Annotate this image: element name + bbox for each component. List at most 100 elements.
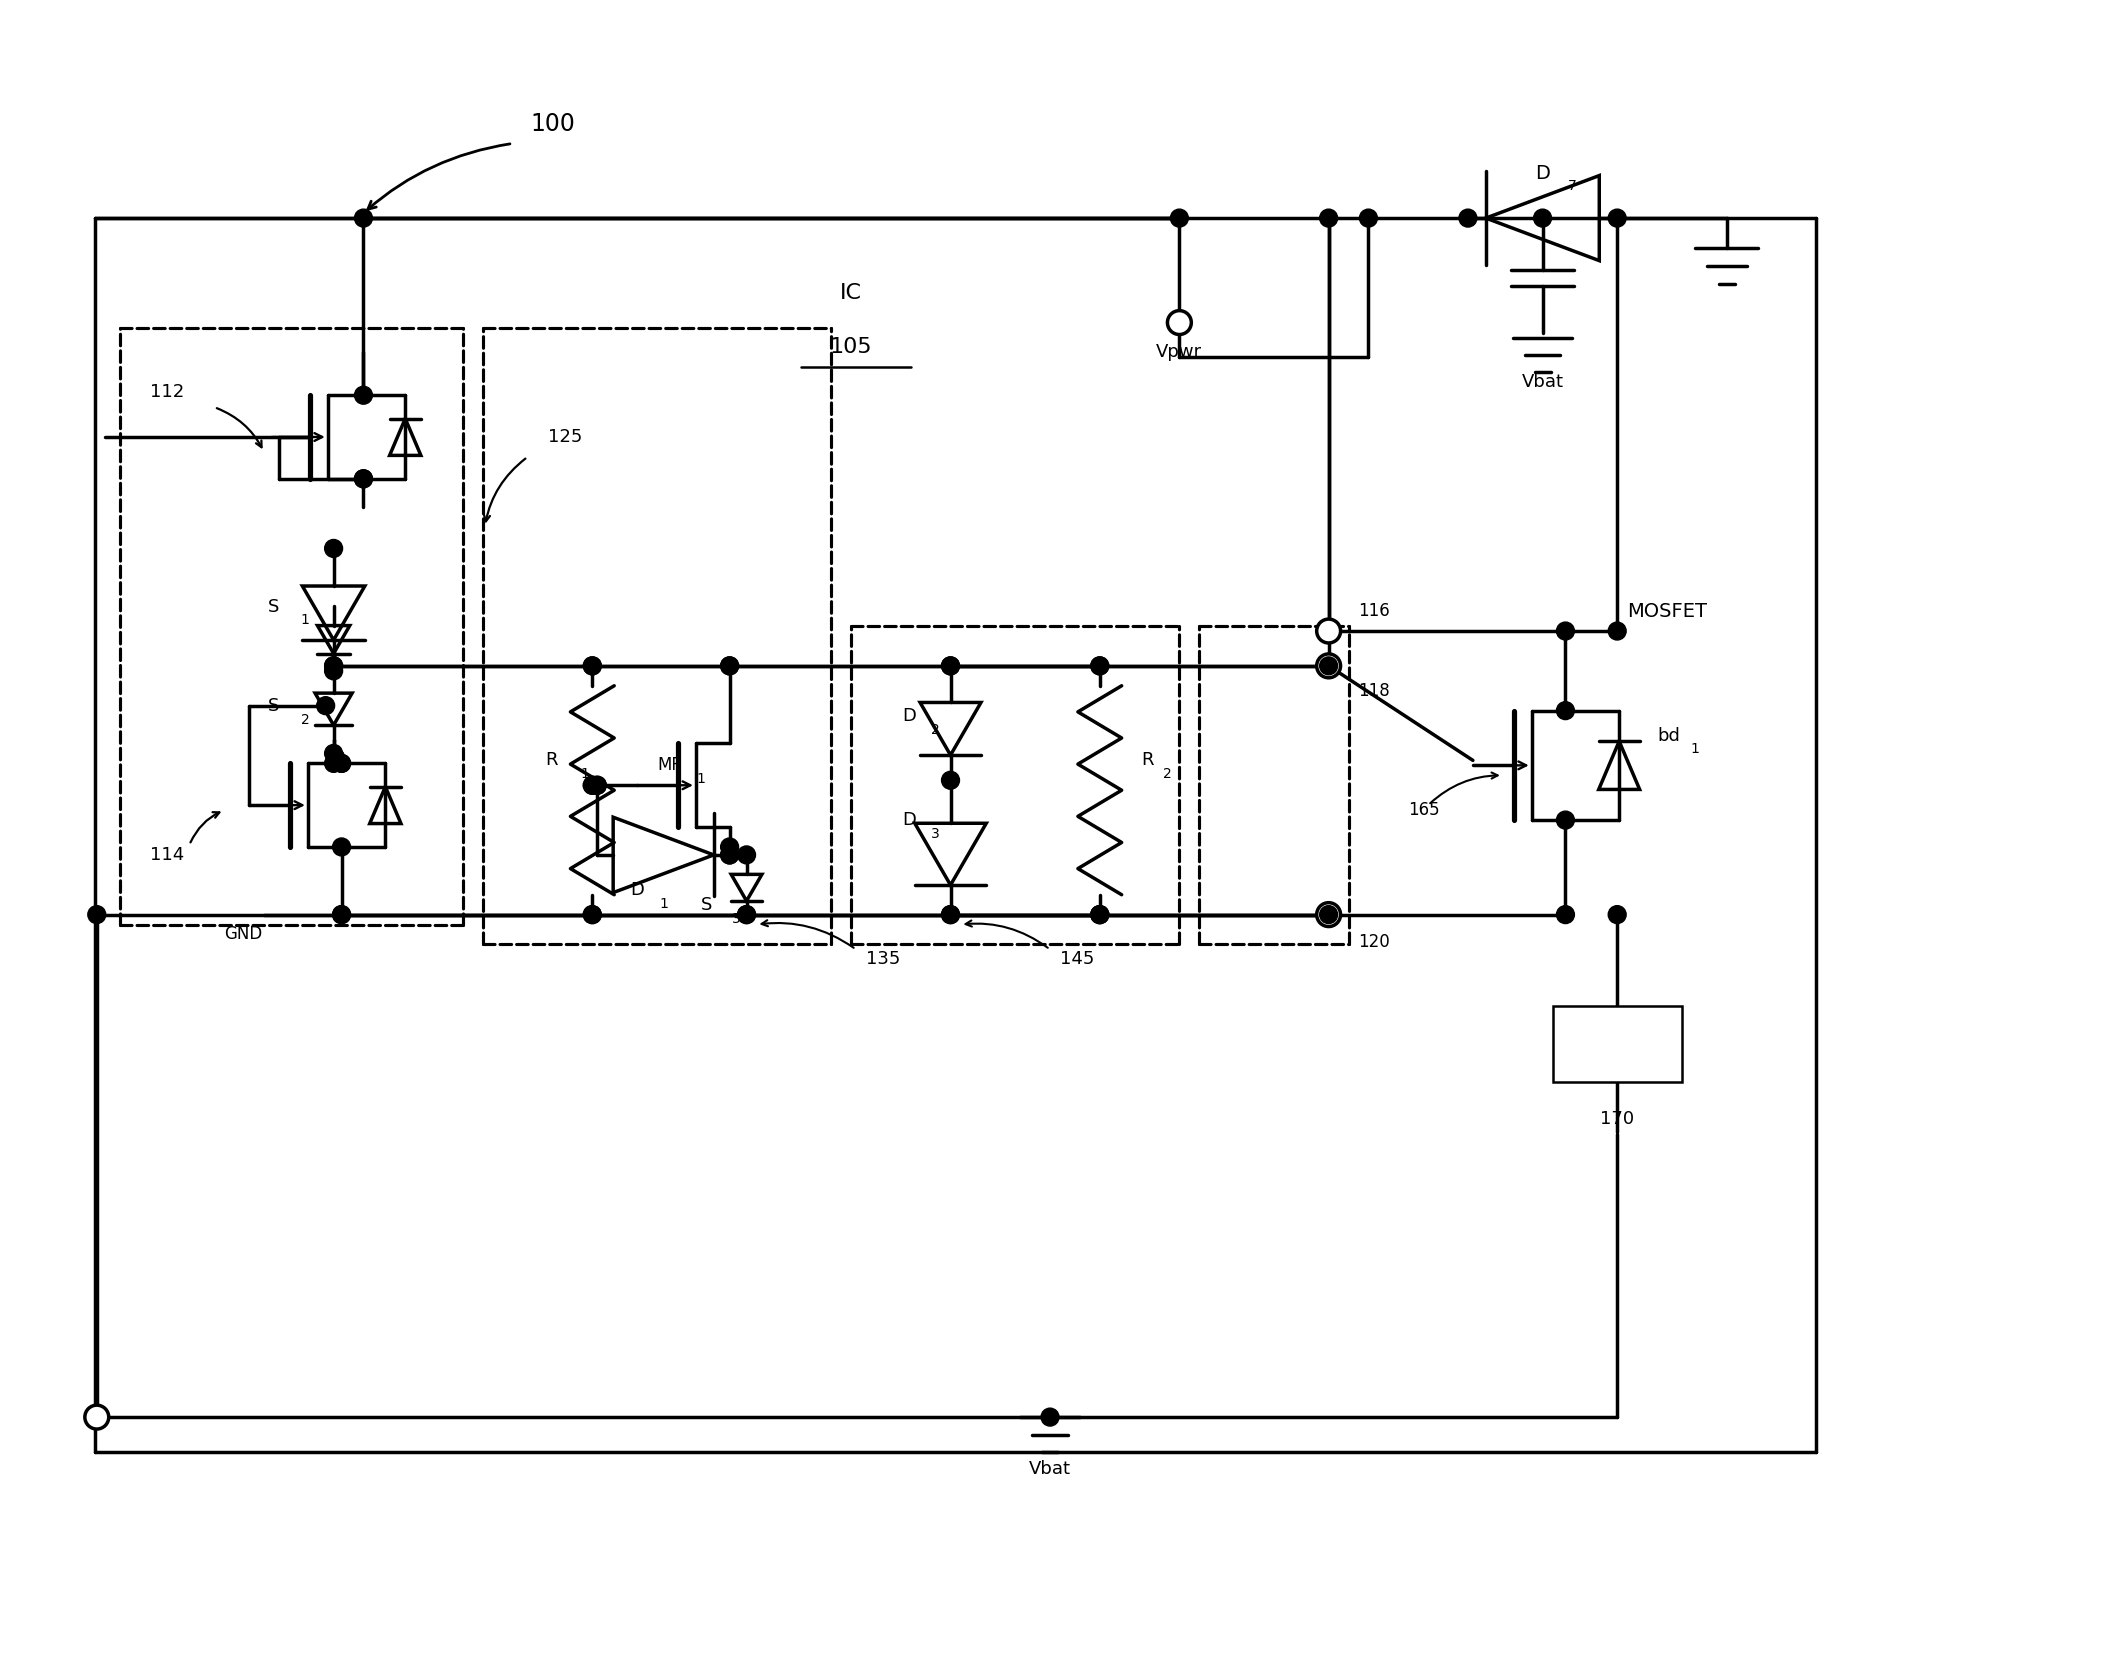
Circle shape (941, 657, 960, 675)
Text: bd: bd (1658, 727, 1681, 744)
Circle shape (941, 657, 960, 675)
Circle shape (354, 209, 373, 228)
Circle shape (1320, 209, 1337, 228)
Text: 116: 116 (1358, 601, 1390, 620)
Text: Vpwr: Vpwr (1156, 343, 1202, 362)
Circle shape (1170, 209, 1187, 228)
FancyBboxPatch shape (1552, 1007, 1681, 1082)
Circle shape (1320, 657, 1337, 675)
Circle shape (721, 846, 738, 864)
Circle shape (1360, 209, 1377, 228)
Circle shape (325, 657, 342, 675)
Circle shape (1609, 209, 1626, 228)
Circle shape (325, 662, 342, 680)
Circle shape (316, 697, 335, 715)
Circle shape (584, 776, 601, 794)
Text: GND: GND (224, 925, 262, 943)
Circle shape (354, 387, 373, 404)
Circle shape (325, 657, 342, 675)
Text: LOAD: LOAD (1590, 1035, 1643, 1054)
Circle shape (941, 906, 960, 923)
Circle shape (354, 471, 373, 487)
Text: 120: 120 (1358, 933, 1390, 951)
Text: Vbat: Vbat (1521, 374, 1563, 392)
Circle shape (333, 754, 350, 772)
Text: 1: 1 (696, 772, 707, 786)
Text: 2: 2 (1164, 767, 1173, 781)
Circle shape (584, 657, 601, 675)
Circle shape (325, 754, 342, 772)
Text: 112: 112 (150, 384, 183, 402)
Text: 3: 3 (930, 827, 939, 841)
Circle shape (584, 657, 601, 675)
Circle shape (354, 471, 373, 487)
Circle shape (1609, 621, 1626, 640)
Circle shape (1556, 702, 1575, 720)
Circle shape (1556, 906, 1575, 923)
Text: 1: 1 (658, 896, 669, 911)
Circle shape (721, 838, 738, 856)
Circle shape (1090, 906, 1109, 923)
Circle shape (721, 657, 738, 675)
Text: D: D (903, 707, 915, 725)
Text: 125: 125 (548, 429, 582, 446)
Circle shape (333, 754, 350, 772)
Circle shape (1090, 906, 1109, 923)
Circle shape (333, 906, 350, 923)
Text: D: D (631, 881, 643, 899)
Text: 114: 114 (150, 846, 183, 864)
Circle shape (584, 776, 601, 794)
Text: 170: 170 (1601, 1109, 1634, 1127)
Text: MP: MP (658, 757, 681, 774)
Circle shape (89, 906, 105, 923)
Circle shape (721, 846, 738, 864)
Text: 1: 1 (1691, 742, 1700, 757)
Circle shape (1533, 209, 1552, 228)
Text: 1: 1 (302, 613, 310, 626)
Circle shape (333, 906, 350, 923)
Text: 105: 105 (829, 337, 873, 357)
Text: S: S (268, 598, 278, 616)
Circle shape (325, 539, 342, 558)
Text: R: R (1141, 752, 1154, 769)
Text: S: S (268, 697, 278, 715)
Circle shape (325, 744, 342, 762)
Text: 118: 118 (1358, 682, 1390, 700)
Circle shape (584, 906, 601, 923)
Circle shape (1090, 657, 1109, 675)
Circle shape (1090, 657, 1109, 675)
Text: 2: 2 (930, 722, 939, 737)
Text: 165: 165 (1409, 801, 1440, 819)
Circle shape (89, 1409, 105, 1425)
Circle shape (1316, 903, 1341, 926)
Text: MOSFET: MOSFET (1626, 601, 1706, 621)
Circle shape (738, 906, 755, 923)
Text: 7: 7 (1567, 179, 1575, 193)
Text: IC: IC (839, 283, 863, 303)
Text: S: S (700, 896, 713, 913)
Circle shape (588, 776, 605, 794)
Text: 145: 145 (1061, 950, 1095, 968)
Circle shape (738, 846, 755, 864)
Circle shape (1609, 906, 1626, 923)
Circle shape (1316, 653, 1341, 678)
Circle shape (1556, 621, 1575, 640)
Circle shape (721, 657, 738, 675)
Circle shape (588, 776, 605, 794)
Text: 2: 2 (302, 712, 310, 727)
Text: 135: 135 (867, 950, 901, 968)
Text: D: D (1535, 164, 1550, 183)
Text: R: R (544, 752, 557, 769)
Text: Vbat: Vbat (1029, 1461, 1071, 1477)
Circle shape (1459, 209, 1476, 228)
Circle shape (1168, 310, 1192, 335)
Text: 100: 100 (529, 112, 576, 136)
Circle shape (333, 838, 350, 856)
Circle shape (1042, 1409, 1059, 1425)
Circle shape (584, 906, 601, 923)
Circle shape (1556, 811, 1575, 829)
Text: D: D (903, 811, 915, 829)
Text: 3: 3 (732, 911, 740, 926)
Circle shape (84, 1405, 110, 1429)
Circle shape (1316, 620, 1341, 643)
